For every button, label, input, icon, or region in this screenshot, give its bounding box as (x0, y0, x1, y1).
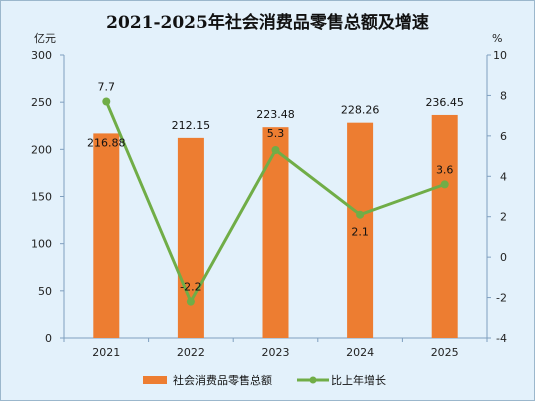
left-tick-label: 100 (31, 238, 52, 251)
left-tick-label: 150 (31, 191, 52, 204)
legend-bar-label: 社会消费品零售总额 (173, 373, 272, 387)
x-tick-label: 2025 (431, 346, 459, 359)
left-axis-unit: 亿元 (34, 32, 56, 45)
bar (347, 122, 374, 338)
legend-line-marker (309, 376, 317, 384)
data-labels: 216.88 212.15 223.48 228.26 236.45 7.7 -2.2 5.3… (87, 80, 464, 293)
growth-value-label: 7.7 (98, 80, 116, 93)
line-point (271, 146, 280, 155)
left-tick-label: 50 (38, 285, 52, 298)
bar (262, 127, 289, 338)
right-tick-label: 4 (500, 170, 507, 183)
line-series (102, 97, 449, 306)
right-tick-label: -4 (496, 332, 507, 345)
bar (177, 137, 204, 338)
legend-line-label: 比上年增长 (331, 373, 386, 387)
left-tick-label: 0 (45, 332, 52, 345)
line-point (186, 297, 195, 306)
bar-value-label: 236.45 (425, 96, 464, 109)
right-tick-label: 10 (493, 49, 507, 62)
bar-value-label: 228.26 (341, 104, 380, 117)
bar (431, 114, 458, 339)
chart-title: 2021-2025年社会消费品零售总额及增速 (106, 13, 429, 33)
bar-series (93, 114, 458, 339)
x-tick-label: 2022 (177, 346, 205, 359)
left-axis: 0 50 100 150 200 250 300 (31, 49, 65, 345)
x-tick-label: 2023 (262, 346, 290, 359)
right-axis: -4 -2 0 2 4 6 8 10 (486, 49, 507, 345)
growth-value-label: -2.2 (180, 281, 201, 294)
right-axis-unit: % (492, 32, 502, 45)
x-tick-label: 2024 (346, 346, 374, 359)
right-tick-label: 0 (500, 251, 507, 264)
x-axis: 2021 2022 2023 2024 2025 (63, 337, 488, 359)
line-point (356, 210, 365, 219)
right-tick-label: 2 (500, 211, 507, 224)
right-tick-label: -2 (496, 292, 507, 305)
line-point (440, 180, 449, 189)
left-tick-label: 250 (31, 96, 52, 109)
left-tick-label: 300 (31, 49, 52, 62)
growth-value-label: 5.3 (267, 127, 285, 140)
legend-bar-swatch (143, 376, 167, 384)
left-tick-label: 200 (31, 143, 52, 156)
right-tick-label: 8 (500, 89, 507, 102)
growth-value-label: 3.6 (436, 163, 454, 176)
right-tick-label: 6 (500, 130, 507, 143)
bar-value-label: 216.88 (87, 136, 126, 149)
x-tick-label: 2021 (92, 346, 120, 359)
legend: 社会消费品零售总额 比上年增长 (143, 373, 386, 387)
bar-value-label: 223.48 (256, 108, 295, 121)
bar-value-label: 212.15 (172, 119, 211, 132)
bar (93, 133, 120, 338)
growth-value-label: 2.1 (351, 226, 369, 239)
line-point (102, 97, 111, 106)
